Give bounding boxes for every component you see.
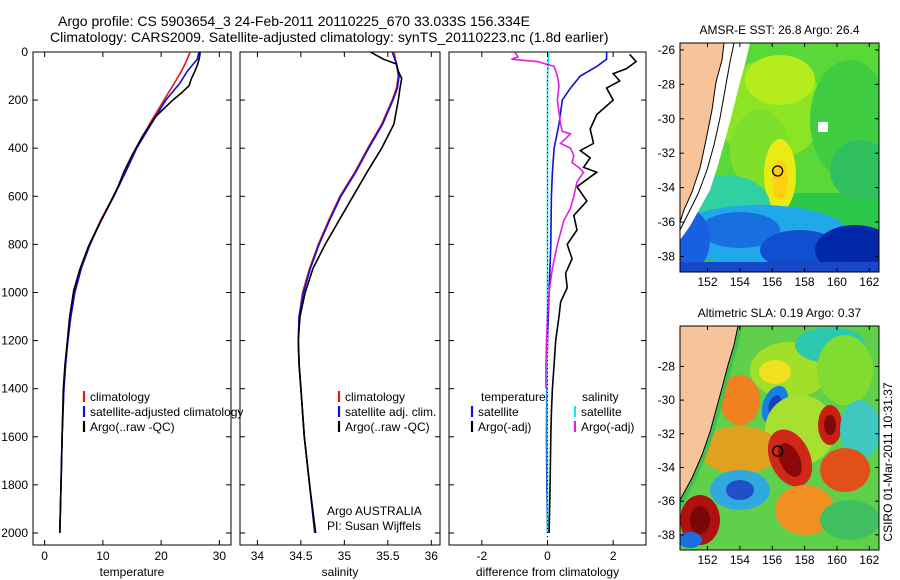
difference-axis-label: difference from climatology <box>476 565 619 579</box>
chart-title-line-1: Argo profile: CS 5903654_3 24-Feb-2011 2… <box>58 13 530 29</box>
sla-map-y-tick-label: -28 <box>658 359 676 373</box>
sla-map-y-tick-label: -32 <box>658 427 676 441</box>
difference-salinity-legend-title: salinity <box>582 390 619 404</box>
argo-float-marker <box>771 165 784 177</box>
timestamp-side-text: CSIRO 01-Mar-2011 10:31:37 <box>881 382 895 542</box>
salinity-legend-label: Argo(..raw -QC) <box>345 420 430 434</box>
difference-x-tick-label: 2 <box>610 549 617 563</box>
depth-tick-label: 400 <box>8 141 28 155</box>
sla-map-title: Altimetric SLA: 0.19 Argo: 0.37 <box>698 306 862 320</box>
sla-map-x-tick-label: 162 <box>859 553 879 567</box>
depth-tick-label: 200 <box>8 93 28 107</box>
temperature-legend-label: satellite-adjusted climatology <box>90 405 243 419</box>
difference-x-tick-label: 0 <box>544 549 551 563</box>
depth-tick-label: 1800 <box>1 478 28 492</box>
temperature-series-group <box>59 52 201 534</box>
salinity-series-group <box>297 52 403 534</box>
sst-map-x-tick-label: 158 <box>795 275 815 289</box>
salinity-plot-frame <box>239 51 441 546</box>
sst-map-y-tick-label: -36 <box>658 215 676 229</box>
depth-tick-label: 1600 <box>1 430 28 444</box>
sla-map-frame <box>679 325 880 551</box>
sla-map-y-tick-label: -38 <box>658 528 676 542</box>
sla-map-y-tick-label: -30 <box>658 393 676 407</box>
temperature-series-line <box>59 52 201 534</box>
temperature-plot-frame <box>32 51 232 546</box>
difference-salinity-legend-label: satellite <box>581 405 622 419</box>
sst-map-x-tick-label: 162 <box>859 275 879 289</box>
sst-map-y-tick-label: -38 <box>658 250 676 264</box>
depth-tick-label: 1400 <box>1 382 28 396</box>
salinity-axis-label: salinity <box>322 565 359 579</box>
sla-map-image <box>680 326 879 550</box>
sst-map-x-tick-label: 160 <box>827 275 847 289</box>
depth-tick-label: 1000 <box>1 285 28 299</box>
sst-map-y-tick-label: -26 <box>658 43 676 57</box>
salinity-x-tick-label: 35 <box>338 549 352 563</box>
argo-float-marker <box>771 445 784 457</box>
sst-map-frame <box>679 42 880 273</box>
salinity-series-line <box>297 52 403 534</box>
sla-map-x-tick-label: 158 <box>795 553 815 567</box>
temperature-x-tick-label: 10 <box>96 549 110 563</box>
salinity-x-tick-label: 35.5 <box>376 549 400 563</box>
sst-map-x-tick-label: 152 <box>697 275 717 289</box>
sla-map-y-tick-label: -36 <box>658 494 676 508</box>
sst-map-x-tick-label: 156 <box>762 275 782 289</box>
sst-map-y-tick-label: -32 <box>658 146 676 160</box>
sla-map-x-tick-label: 154 <box>730 553 750 567</box>
temperature-axis-label: temperature <box>100 565 165 579</box>
depth-tick-label: 0 <box>21 45 28 59</box>
depth-tick-label: 2000 <box>1 526 28 540</box>
temperature-x-tick-label: 30 <box>213 549 227 563</box>
salinity-legend-label: climatology <box>345 390 405 404</box>
pi-name-text: PI: Susan Wijffels <box>327 519 421 533</box>
sla-map-x-tick-label: 160 <box>827 553 847 567</box>
sla-map-x-tick-label: 152 <box>697 553 717 567</box>
depth-tick-label: 1200 <box>1 334 28 348</box>
sst-map-x-tick-label: 154 <box>730 275 750 289</box>
difference-temperature-legend-title: temperature <box>481 390 546 404</box>
sla-map-x-tick-label: 156 <box>762 553 782 567</box>
depth-tick-label: 600 <box>8 189 28 203</box>
depth-tick-label: 800 <box>8 237 28 251</box>
sst-map-y-tick-label: -28 <box>658 77 676 91</box>
sst-map-image <box>680 43 879 272</box>
temperature-x-tick-label: 0 <box>41 549 48 563</box>
temperature-legend-label: Argo(..raw -QC) <box>90 420 175 434</box>
difference-x-tick-label: -2 <box>476 549 487 563</box>
chart-title-line-2: Climatology: CARS2009. Satellite-adjuste… <box>50 29 609 45</box>
sla-map-y-tick-label: -34 <box>658 460 676 474</box>
temperature-x-tick-label: 20 <box>154 549 168 563</box>
difference-salinity-legend-label: Argo(-adj) <box>581 420 634 434</box>
sst-map-title: AMSR-E SST: 26.8 Argo: 26.4 <box>699 23 859 37</box>
temperature-legend-label: climatology <box>90 390 150 404</box>
difference-series-group <box>511 52 638 545</box>
salinity-x-tick-label: 34.5 <box>289 549 313 563</box>
difference-temperature-legend-label: satellite <box>478 405 519 419</box>
difference-series-line <box>548 53 638 534</box>
difference-series-line <box>511 52 585 389</box>
salinity-x-tick-label: 36 <box>425 549 439 563</box>
difference-temperature-legend-label: Argo(-adj) <box>478 420 531 434</box>
sst-map-y-tick-label: -34 <box>658 181 676 195</box>
salinity-x-tick-label: 34 <box>251 549 265 563</box>
salinity-legend-label: satellite adj. clim. <box>345 405 436 419</box>
argo-institution-text: Argo AUSTRALIA <box>327 504 422 518</box>
sst-map-y-tick-label: -30 <box>658 112 676 126</box>
